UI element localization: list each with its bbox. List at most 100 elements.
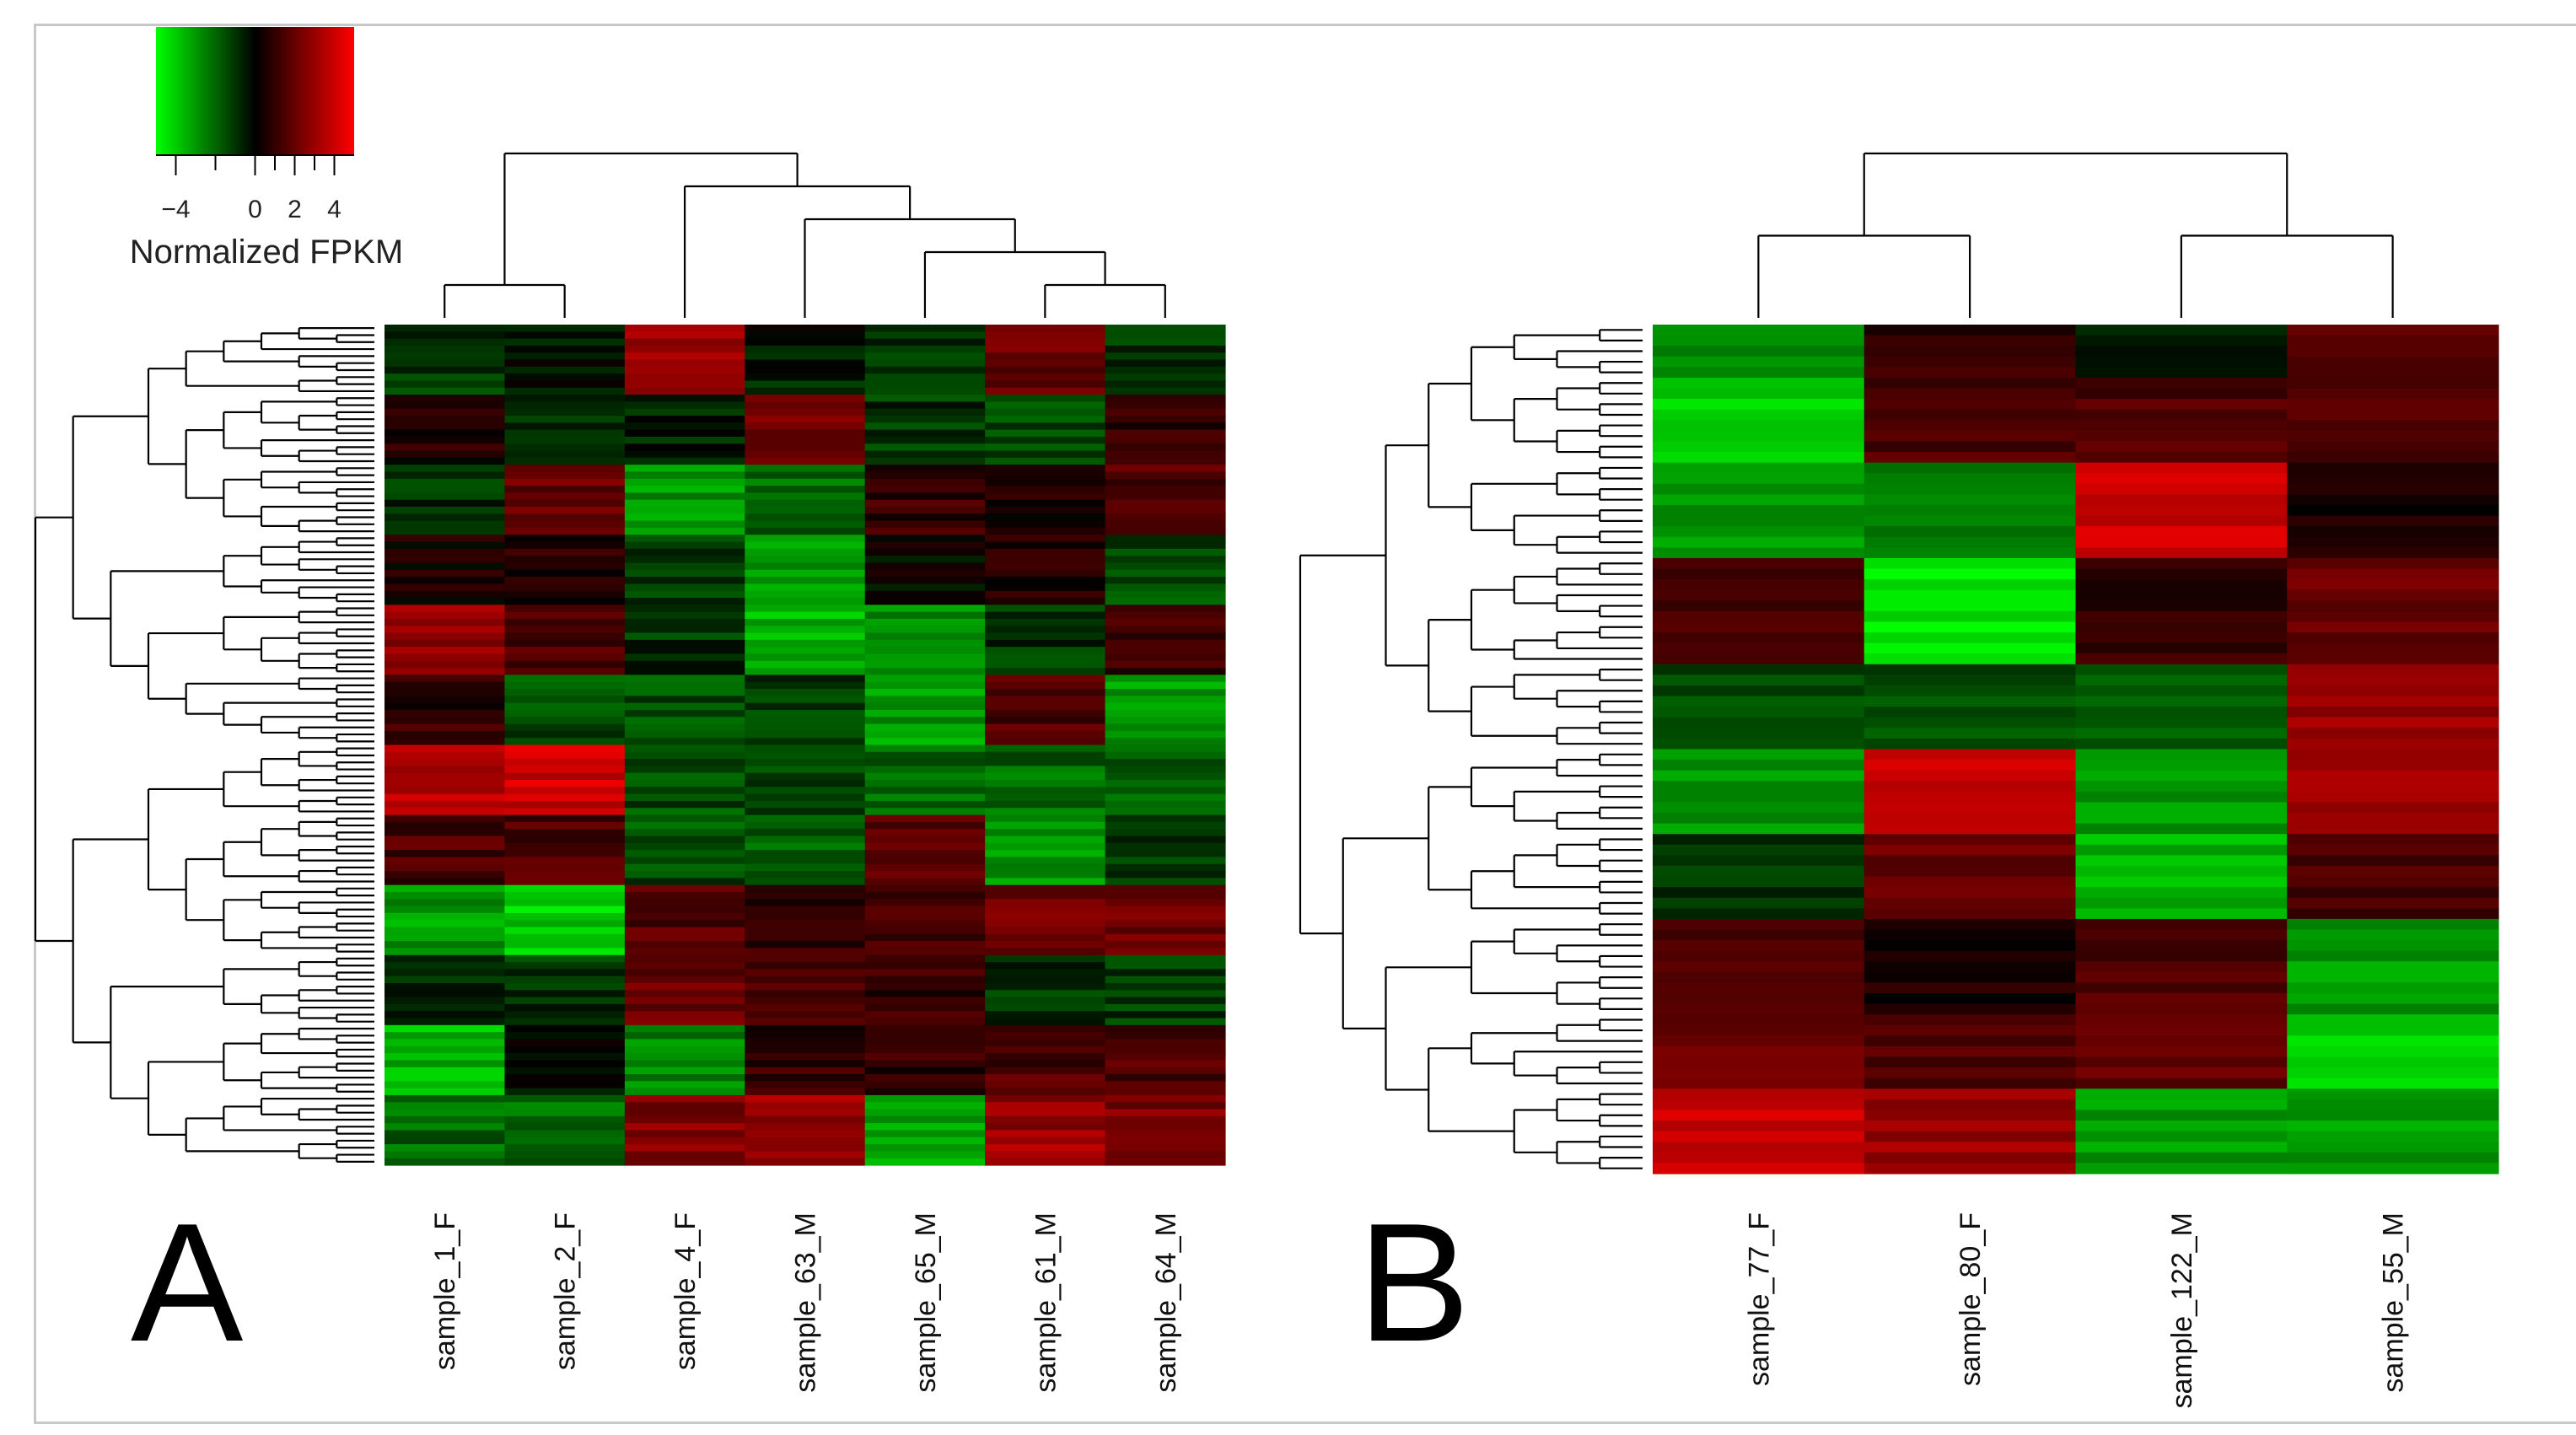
- heatmap-cell: [2287, 547, 2499, 559]
- heatmap-cell: [985, 800, 1106, 809]
- heatmap-cell: [2287, 1024, 2499, 1036]
- heatmap-cell: [504, 416, 626, 423]
- heatmap-cell: [745, 1067, 866, 1075]
- heatmap-cell: [745, 345, 866, 353]
- heatmap-cell: [745, 492, 866, 501]
- heatmap-cell: [745, 416, 866, 423]
- heatmap-cell: [985, 338, 1106, 347]
- heatmap-cell: [1863, 1045, 2077, 1058]
- heatmap-cell: [504, 1088, 626, 1096]
- heatmap-cell: [504, 990, 626, 998]
- heatmap-cell: [1653, 760, 1865, 771]
- heatmap-cell: [864, 535, 986, 543]
- heatmap-cell: [864, 338, 986, 347]
- heatmap-cell: [2075, 791, 2288, 803]
- heatmap-cell: [864, 527, 986, 535]
- heatmap-cell: [2287, 1110, 2499, 1121]
- heatmap-cell: [1105, 422, 1226, 431]
- heatmap-cell: [504, 997, 626, 1005]
- heatmap-cell: [1105, 878, 1226, 886]
- heatmap-cell: [864, 401, 986, 410]
- heatmap-cell: [1105, 1144, 1226, 1152]
- heatmap-cell: [385, 1144, 506, 1152]
- heatmap-cell: [2075, 823, 2288, 835]
- heatmap-cell: [1105, 709, 1226, 718]
- heatmap-cell: [745, 359, 866, 368]
- heatmap-cell: [1653, 940, 1865, 952]
- heatmap-cell: [745, 1130, 866, 1138]
- heatmap-cell: [504, 345, 626, 353]
- heatmap-cell: [1105, 927, 1226, 935]
- heatmap-cell: [504, 598, 626, 605]
- heatmap-cell: [745, 465, 866, 473]
- heatmap-cell: [745, 1158, 866, 1166]
- heatmap-cell: [504, 577, 626, 585]
- heatmap-cell: [385, 1060, 506, 1068]
- heatmap-cell: [624, 535, 745, 543]
- heatmap-cell: [985, 465, 1106, 473]
- heatmap-cell: [864, 933, 986, 942]
- heatmap-cell: [2075, 855, 2288, 867]
- heatmap-cell: [624, 387, 745, 395]
- heatmap-cell: [1863, 1014, 2077, 1026]
- heatmap-cell: [504, 499, 626, 508]
- heatmap-cell: [385, 1073, 506, 1082]
- heatmap-cell: [1105, 982, 1226, 991]
- heatmap-cell: [385, 696, 506, 704]
- heatmap-cell: [1653, 1067, 1865, 1079]
- heatmap-cell: [1105, 780, 1226, 787]
- heatmap-cell: [2287, 589, 2499, 601]
- heatmap-cell: [1653, 568, 1865, 580]
- heatmap-cell: [985, 520, 1106, 529]
- heatmap-cell: [1105, 416, 1226, 423]
- heatmap-cell: [745, 486, 866, 493]
- heatmap-cell: [624, 548, 745, 556]
- heatmap-cell: [1653, 749, 1865, 760]
- heatmap-cell: [624, 891, 745, 900]
- heatmap-cell: [2287, 452, 2499, 464]
- heatmap-cell: [1653, 420, 1865, 432]
- heatmap-cell: [2287, 813, 2499, 825]
- heatmap-cell: [864, 1045, 986, 1054]
- heatmap-cell: [2075, 600, 2288, 612]
- heatmap-cell: [624, 744, 745, 753]
- heatmap-cell: [1105, 836, 1226, 844]
- heatmap-cell: [2075, 876, 2288, 888]
- heatmap-cell: [985, 814, 1106, 823]
- heatmap-cell: [1105, 759, 1226, 767]
- heatmap-cell: [745, 1032, 866, 1040]
- heatmap-cell: [385, 1053, 506, 1061]
- heatmap-cell: [745, 675, 866, 683]
- heatmap-cell: [2287, 536, 2499, 548]
- heatmap-cell: [1105, 912, 1226, 921]
- heatmap-cell: [864, 653, 986, 662]
- heatmap-cell: [745, 850, 866, 858]
- heatmap-cell: [864, 548, 986, 556]
- heatmap-cell: [985, 556, 1106, 564]
- heatmap-cell: [2075, 653, 2288, 665]
- heatmap-cell: [624, 556, 745, 564]
- heatmap-cell: [624, 1073, 745, 1082]
- heatmap-cell: [985, 562, 1106, 571]
- heatmap-cell: [1863, 325, 2077, 336]
- heatmap-cell: [985, 821, 1106, 830]
- heatmap-cell: [385, 730, 506, 739]
- heatmap-cell: [745, 338, 866, 347]
- heatmap-cell: [385, 647, 506, 655]
- heatmap-cell: [1105, 1158, 1226, 1166]
- heatmap-cell: [985, 598, 1106, 605]
- heatmap-cell: [1105, 1018, 1226, 1026]
- heatmap-cell: [624, 1151, 745, 1159]
- heatmap-cell: [624, 884, 745, 893]
- heatmap-cell: [745, 1088, 866, 1096]
- heatmap-cell: [1105, 1137, 1226, 1145]
- heatmap-cell: [504, 556, 626, 564]
- heatmap-cell: [2287, 1163, 2499, 1174]
- heatmap-cell: [2075, 589, 2288, 601]
- heatmap-cell: [1105, 1094, 1226, 1103]
- heatmap-cell: [1863, 950, 2077, 962]
- heatmap-cell: [864, 1018, 986, 1026]
- heatmap-cell: [1105, 499, 1226, 508]
- heatmap-cell: [1863, 483, 2077, 495]
- heatmap-cell: [745, 723, 866, 732]
